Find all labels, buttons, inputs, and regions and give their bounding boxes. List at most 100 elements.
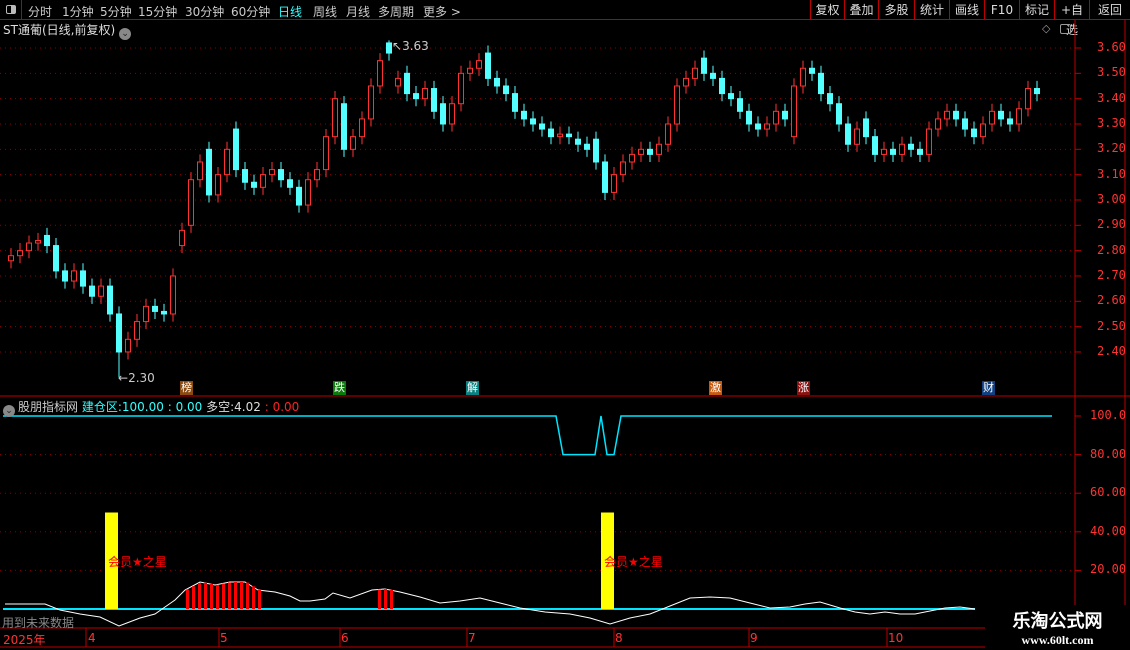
candle-body [602,161,608,193]
signal-bar [222,583,225,609]
candle-body [737,98,743,112]
candle-body [8,255,14,262]
event-marker[interactable]: 财 [982,381,995,395]
period-fenshi[interactable]: 分时 [28,5,53,19]
watermark-logo: 乐淘公式网 www.60lt.com [985,605,1130,650]
candle-body [566,133,572,138]
candle-body [530,118,536,125]
date-month-5: 5 [220,631,228,645]
candle-body [809,67,815,74]
star-bar [601,512,614,609]
date-month-8: 8 [615,631,623,645]
candle-body [26,242,32,252]
candle-body [710,72,716,79]
candle-body [98,285,104,297]
candle-body [449,103,455,125]
event-marker[interactable]: 涨 [797,381,810,395]
panel-toggle-icon[interactable] [0,0,22,20]
indicator-tick-label: 100.0 [1090,408,1127,422]
candle-body [1007,118,1013,125]
signal-bar [378,589,381,609]
candle-body [773,110,779,125]
duokong-label: 多空: [206,400,235,414]
back-button[interactable]: 返回 [1089,0,1130,20]
low-marker-label: ←2.30 [118,371,155,385]
candle-body [260,174,266,188]
signal-bar [210,584,213,609]
signal-bar [240,582,243,609]
price-tick-label: 3.60 [1097,40,1126,54]
star-bar [105,512,118,609]
candle-body [305,179,311,206]
candle-body [431,88,437,112]
candle-body [953,110,959,120]
candle-body [17,250,23,257]
signal-bar [246,582,249,609]
candle-body [494,77,500,87]
price-tick-label: 2.70 [1097,267,1126,282]
candle-body [836,103,842,125]
date-month-10: 10 [888,631,904,645]
candle-body [548,128,554,138]
candle-body [395,77,401,87]
candle-body [656,143,662,155]
candle-body [404,72,410,95]
chevron-down-icon[interactable]: ⌄ [119,28,132,40]
signal-bar [192,586,195,609]
candle-body [1025,88,1031,110]
candle-body [80,270,86,287]
date-month-4: 4 [88,631,96,645]
overlay-button[interactable]: 叠加 [844,0,878,20]
event-marker[interactable]: 激 [709,381,722,395]
duokong-line [5,581,976,627]
price-tick-label: 2.40 [1097,343,1126,358]
stock-title: ST通葡(日线,前复权) [3,23,116,37]
panel-toggle-icon[interactable] [1060,24,1071,34]
candle-body [350,136,356,150]
signal-bar [228,582,231,609]
f10-button[interactable]: F10 [984,0,1019,20]
candle-body [332,98,338,138]
signal-bar [234,582,237,609]
star-label-2: 会员★之星 [604,555,663,569]
candle-body [1016,108,1022,125]
indicator-tick-label: 80.00 [1090,446,1127,461]
fuquan-button[interactable]: 复权 [810,0,844,20]
candle-body [917,148,923,155]
candle-body [989,110,995,125]
period-5min[interactable]: 5分钟 [100,5,132,19]
event-marker[interactable]: 榜 [180,381,193,395]
candle-body [701,57,707,74]
period-15min[interactable]: 15分钟 [138,5,178,19]
period-multi[interactable]: 多周期 [378,5,415,19]
indicator-name[interactable]: 股朋指标网 [18,400,79,414]
period-monthly[interactable]: 月线 [346,5,371,19]
multi-stock-button[interactable]: 多股 [878,0,914,20]
candle-body [62,270,68,282]
mark-button[interactable]: 标记 [1019,0,1054,20]
event-marker[interactable]: 解 [466,381,479,395]
candle-body [368,85,374,120]
chevron-down-icon[interactable]: ⌄ [3,405,15,417]
candle-body [584,143,590,150]
period-1min[interactable]: 1分钟 [62,5,94,19]
period-60min[interactable]: 60分钟 [231,5,271,19]
indicator-tick-label: 40.00 [1090,523,1127,538]
diamond-icon[interactable]: ◇ [1042,22,1051,35]
jiancang-line [3,415,1052,456]
date-month-7: 7 [468,631,476,645]
candle-body [422,88,428,100]
future-data-warning: 用到未来数据 [2,616,75,630]
stats-button[interactable]: 统计 [914,0,949,20]
candle-body [521,110,527,120]
candle-body [116,313,122,353]
candle-body [458,72,464,105]
period-weekly[interactable]: 周线 [313,5,338,19]
event-marker[interactable]: 跌 [333,381,346,395]
period-30min[interactable]: 30分钟 [185,5,225,19]
draw-button[interactable]: 画线 [949,0,984,20]
period-more[interactable]: 更多 > [423,5,461,19]
period-daily[interactable]: 日线 [278,5,303,19]
jiancang-label: 建仓区: [81,400,122,414]
